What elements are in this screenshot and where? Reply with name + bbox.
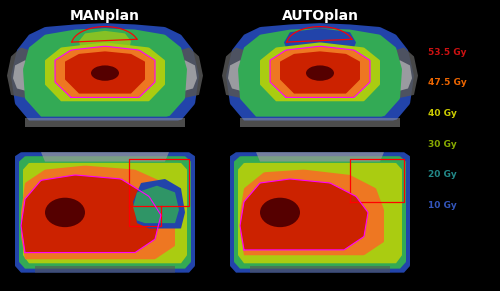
Polygon shape (41, 152, 169, 162)
Polygon shape (250, 266, 390, 273)
Polygon shape (23, 163, 187, 263)
Polygon shape (11, 23, 199, 120)
Text: 10 Gy: 10 Gy (428, 201, 456, 210)
Ellipse shape (45, 198, 85, 227)
Polygon shape (35, 266, 175, 273)
Polygon shape (280, 52, 360, 94)
Ellipse shape (260, 198, 300, 227)
Polygon shape (79, 31, 131, 53)
Polygon shape (165, 47, 203, 99)
Polygon shape (234, 156, 406, 269)
Polygon shape (238, 163, 402, 263)
Polygon shape (380, 47, 418, 99)
Text: AUTOplan: AUTOplan (282, 9, 358, 23)
Ellipse shape (91, 65, 119, 81)
Polygon shape (23, 28, 187, 117)
Polygon shape (230, 152, 410, 273)
Text: 20 Gy: 20 Gy (428, 170, 456, 179)
Polygon shape (240, 179, 368, 250)
Polygon shape (13, 60, 39, 92)
Polygon shape (270, 46, 370, 97)
Polygon shape (21, 175, 161, 253)
Polygon shape (21, 166, 175, 259)
Polygon shape (7, 47, 45, 99)
Polygon shape (171, 60, 197, 92)
Text: MANplan: MANplan (70, 9, 140, 23)
Polygon shape (55, 46, 155, 97)
Polygon shape (256, 152, 384, 162)
Polygon shape (69, 28, 141, 56)
Polygon shape (238, 28, 402, 117)
Polygon shape (284, 28, 356, 56)
Text: 53.5 Gy: 53.5 Gy (428, 48, 466, 57)
Polygon shape (15, 152, 195, 273)
Polygon shape (260, 42, 380, 101)
Polygon shape (386, 60, 412, 92)
Polygon shape (19, 156, 191, 269)
Polygon shape (226, 23, 414, 120)
Polygon shape (222, 47, 260, 99)
Polygon shape (133, 186, 179, 223)
Text: 47.5 Gy: 47.5 Gy (428, 79, 466, 87)
Polygon shape (45, 42, 165, 101)
Polygon shape (240, 118, 400, 127)
Polygon shape (240, 170, 384, 255)
Polygon shape (133, 179, 185, 228)
Text: 40 Gy: 40 Gy (428, 109, 456, 118)
Ellipse shape (306, 65, 334, 81)
Polygon shape (228, 60, 254, 92)
Polygon shape (25, 118, 185, 127)
Polygon shape (65, 52, 145, 94)
Text: 30 Gy: 30 Gy (428, 140, 456, 148)
